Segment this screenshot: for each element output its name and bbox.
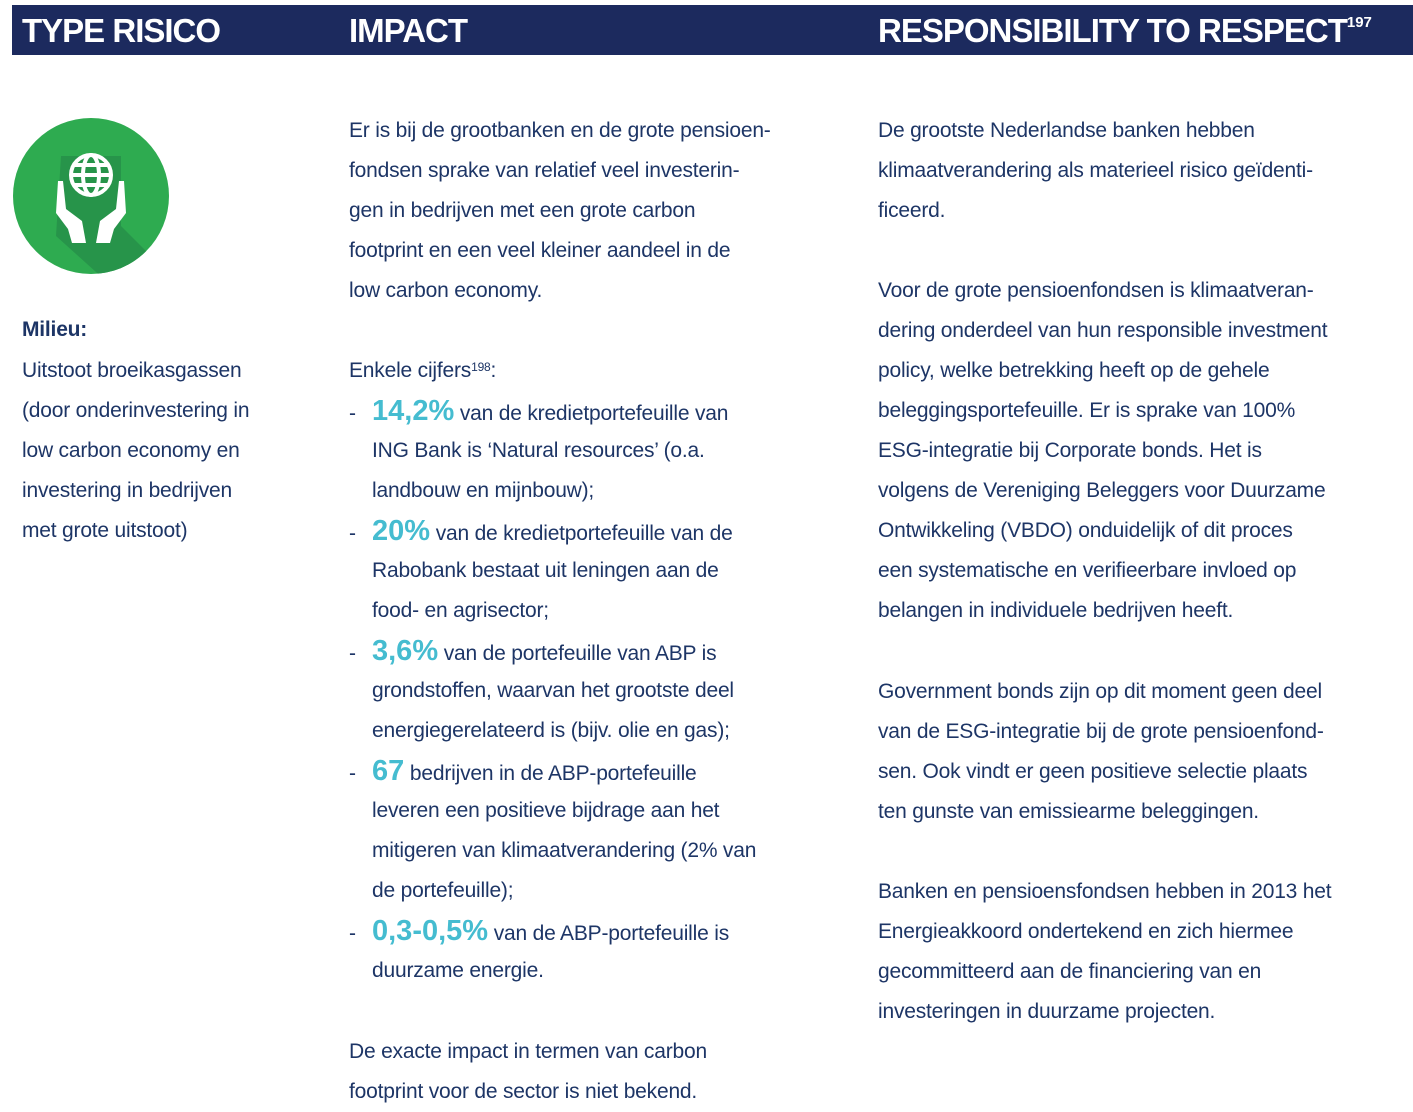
responsibility-text: van de ESG-integratie bij de grote pensi… xyxy=(878,720,1324,743)
figure-text: van de portefeuille van ABP is xyxy=(443,642,717,665)
bullet: - xyxy=(349,922,356,945)
column-title-text: RESPONSIBILITY TO RESPECT xyxy=(878,12,1348,49)
bullet: - xyxy=(349,762,356,785)
responsibility-text: Ontwikkeling (VBDO) onduidelijk of dit p… xyxy=(878,519,1293,542)
figure-text: energiegerelateerd is (bijv. olie en gas… xyxy=(372,719,730,742)
responsibility-text: policy, welke betrekking heeft op de geh… xyxy=(878,359,1270,382)
figure-text: van de kredietportefeuille van xyxy=(459,402,729,425)
figure-value: 14,2% xyxy=(372,395,455,427)
risk-text: low carbon economy en xyxy=(22,439,240,462)
responsibility-text: beleggingsportefeuille. Er is sprake van… xyxy=(878,399,1296,422)
figure-line: -0,3-0,5% van de ABP-portefeuille is xyxy=(349,911,729,951)
environment-icon xyxy=(13,118,169,274)
figure-value: 0,3-0,5% xyxy=(372,915,489,947)
responsibility-text: De grootste Nederlandse banken hebben xyxy=(878,119,1255,142)
risk-text: met grote uitstoot) xyxy=(22,519,188,542)
impact-text: Er is bij de grootbanken en de grote pen… xyxy=(349,119,771,142)
footnote-ref: 197 xyxy=(1346,14,1372,31)
responsibility-text: ficeerd. xyxy=(878,199,946,222)
figure-text: mitigeren van klimaatverandering (2% van xyxy=(372,839,757,862)
impact-text: gen in bedrijven met een grote carbon xyxy=(349,199,696,222)
figures-intro-text: Enkele cijfers xyxy=(349,359,472,382)
figure-line: -14,2% van de kredietportefeuille van xyxy=(349,391,728,431)
figure-value: 20% xyxy=(372,515,431,547)
figures-intro: Enkele cijfers198: xyxy=(349,351,496,391)
responsibility-text: Banken en pensioensfondsen hebben in 201… xyxy=(878,880,1332,903)
risk-text: investering in bedrijven xyxy=(22,479,232,502)
figure-text: landbouw en mijnbouw); xyxy=(372,479,595,502)
figure-text: leveren een positieve bijdrage aan het xyxy=(372,799,720,822)
bullet: - xyxy=(349,642,356,665)
responsibility-text: investeringen in duurzame projecten. xyxy=(878,1000,1216,1023)
responsibility-text: volgens de Vereniging Beleggers voor Duu… xyxy=(878,479,1326,502)
figure-line: -3,6% van de portefeuille van ABP is xyxy=(349,631,717,671)
risk-label: Milieu: xyxy=(22,318,88,341)
responsibility-text: sen. Ook vindt er geen positieve selecti… xyxy=(878,760,1308,783)
bullet: - xyxy=(349,402,356,425)
figure-text: Rabobank bestaat uit leningen aan de xyxy=(372,559,719,582)
figure-line: -67 bedrijven in de ABP-portefeuille xyxy=(349,751,697,791)
figure-line: -20% van de kredietportefeuille van de xyxy=(349,511,733,551)
impact-text: De exacte impact in termen van carbon xyxy=(349,1040,707,1063)
responsibility-text: ten gunste van emissiearme beleggingen. xyxy=(878,800,1259,823)
figure-text: bedrijven in de ABP-portefeuille xyxy=(409,762,697,785)
responsibility-text: klimaatverandering als materieel risico … xyxy=(878,159,1313,182)
impact-text: low carbon economy. xyxy=(349,279,543,302)
responsibility-text: gecommitteerd aan de financiering van en xyxy=(878,960,1262,983)
impact-text: fondsen sprake van relatief veel investe… xyxy=(349,159,740,182)
figure-value: 67 xyxy=(372,755,405,787)
header-bar xyxy=(12,5,1413,55)
responsibility-text: Government bonds zijn op dit moment geen… xyxy=(878,680,1322,703)
figure-text: grondstoffen, waarvan het grootste deel xyxy=(372,679,734,702)
column-title: RESPONSIBILITY TO RESPECT197 xyxy=(878,12,1372,50)
risk-text: Uitstoot broeikasgassen xyxy=(22,359,242,382)
figure-text: duurzame energie. xyxy=(372,959,544,982)
impact-text: footprint en een veel kleiner aandeel in… xyxy=(349,239,731,262)
responsibility-text: dering onderdeel van hun responsible inv… xyxy=(878,319,1328,342)
responsibility-text: Energieakkoord ondertekend en zich hierm… xyxy=(878,920,1294,943)
figure-value: 3,6% xyxy=(372,635,439,667)
footnote-ref: 198 xyxy=(471,360,491,374)
column-title: TYPE RISICO xyxy=(22,12,221,49)
figure-text: van de kredietportefeuille van de xyxy=(435,522,733,545)
figures-intro-suffix: : xyxy=(490,359,497,382)
figure-text: de portefeuille); xyxy=(372,879,514,902)
column-title: IMPACT xyxy=(349,12,468,49)
figure-text: van de ABP-portefeuille is xyxy=(493,922,729,945)
responsibility-text: belangen in individuele bedrijven heeft. xyxy=(878,599,1234,622)
responsibility-text: ESG-integratie bij Corporate bonds. Het … xyxy=(878,439,1262,462)
figure-text: food- en agrisector; xyxy=(372,599,549,622)
risk-text: (door onderinvestering in xyxy=(22,399,250,422)
bullet: - xyxy=(349,522,356,545)
responsibility-text: een systematische en verifieerbare invlo… xyxy=(878,559,1297,582)
responsibility-text: Voor de grote pensioenfondsen is klimaat… xyxy=(878,279,1314,302)
figure-text: ING Bank is ‘Natural resources’ (o.a. xyxy=(372,439,705,462)
impact-text: footprint voor de sector is niet bekend. xyxy=(349,1080,698,1103)
